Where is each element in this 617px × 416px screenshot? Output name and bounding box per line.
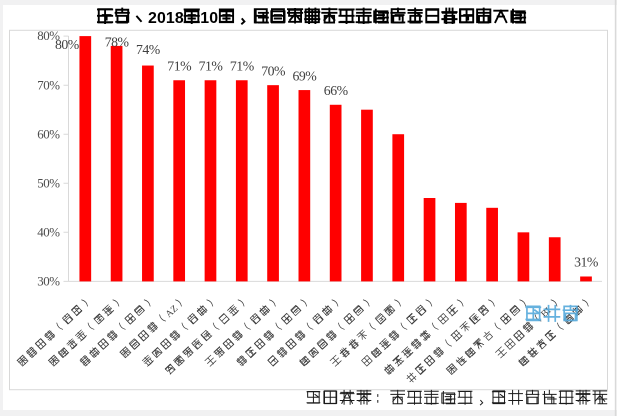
svg-text:70%: 70% xyxy=(37,78,60,92)
svg-text:74%: 74% xyxy=(136,42,161,57)
svg-text:40%: 40% xyxy=(37,225,60,239)
svg-text:69%: 69% xyxy=(293,68,318,83)
svg-text:30%: 30% xyxy=(37,275,60,289)
svg-text:2018: 2018 xyxy=(148,10,184,27)
svg-text:80%: 80% xyxy=(55,37,80,52)
svg-text:10: 10 xyxy=(200,10,218,27)
svg-text:66%: 66% xyxy=(324,83,349,98)
svg-text:71%: 71% xyxy=(167,59,192,74)
svg-text:78%: 78% xyxy=(105,34,130,49)
svg-text:50%: 50% xyxy=(37,176,60,190)
svg-text:80%: 80% xyxy=(37,29,60,43)
svg-text:71%: 71% xyxy=(230,59,255,74)
svg-text:70%: 70% xyxy=(261,63,286,78)
svg-text:71%: 71% xyxy=(199,59,224,74)
svg-text:60%: 60% xyxy=(37,127,60,141)
svg-text:31%: 31% xyxy=(574,255,599,270)
